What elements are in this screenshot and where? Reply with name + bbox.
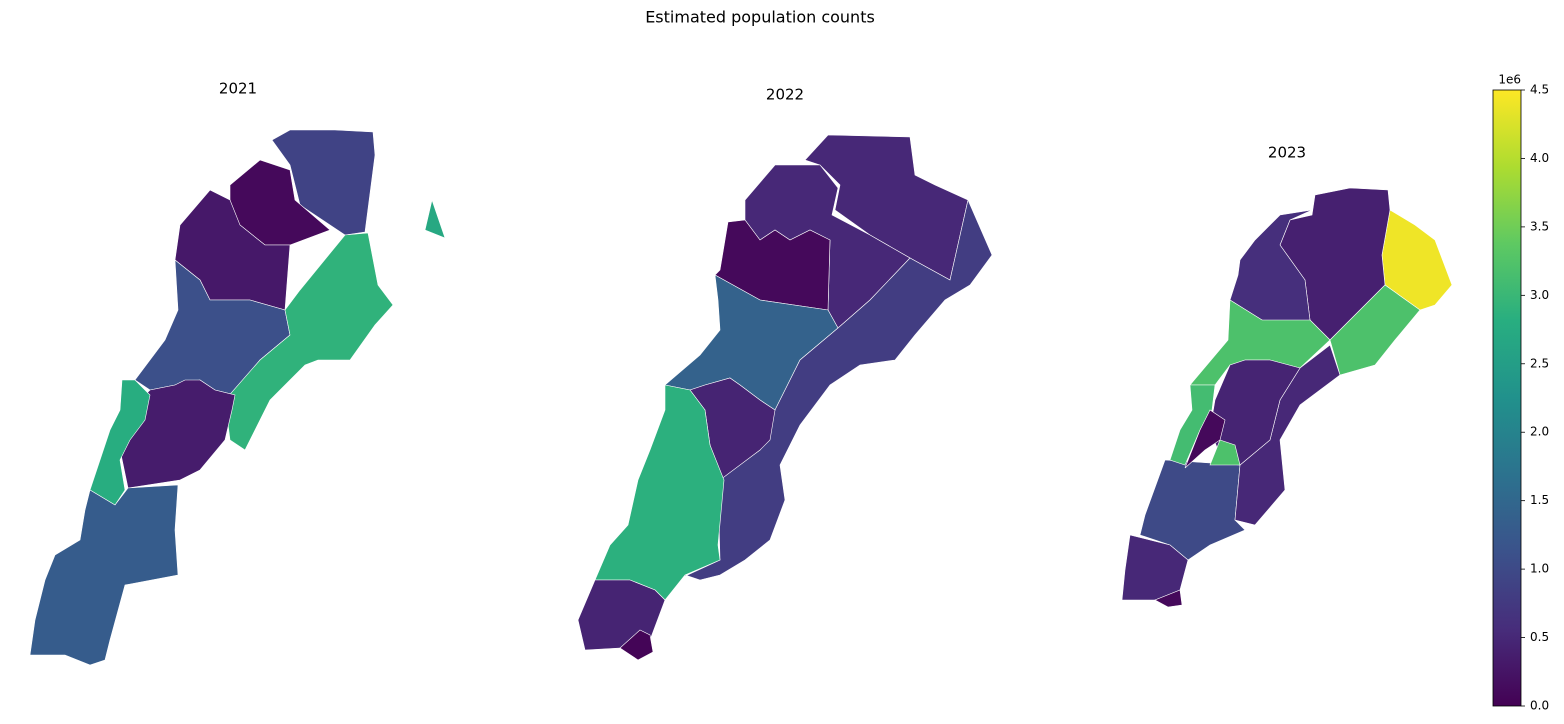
region xyxy=(29,484,179,666)
panel-title: 2021 xyxy=(219,80,257,98)
region xyxy=(224,232,394,451)
colorbar xyxy=(1492,89,1522,707)
panel-title: 2022 xyxy=(766,86,804,104)
region xyxy=(271,129,376,236)
colorbar-tick-label: 1.5 xyxy=(1530,493,1549,507)
colorbar-tick-label: 0.0 xyxy=(1530,699,1549,713)
region xyxy=(1169,384,1216,466)
colorbar-tick-label: 3.0 xyxy=(1530,288,1549,302)
colorbar-tick-label: 2.0 xyxy=(1530,425,1549,439)
panel-title: 2023 xyxy=(1268,144,1306,162)
colorbar-tick-label: 3.5 xyxy=(1530,219,1549,233)
region xyxy=(424,198,446,239)
region xyxy=(1154,589,1183,608)
region xyxy=(619,629,654,661)
colorbar-offset: 1e6 xyxy=(1498,73,1521,87)
region xyxy=(577,579,666,651)
colorbar-tick-label: 1.0 xyxy=(1530,562,1549,576)
region xyxy=(1209,439,1241,466)
figure-title: Estimated population counts xyxy=(645,8,875,27)
colorbar-tick-label: 0.5 xyxy=(1530,630,1549,644)
region xyxy=(654,199,993,601)
region xyxy=(89,379,151,506)
colorbar-tick-label: 2.5 xyxy=(1530,356,1549,370)
colorbar-tick-label: 4.0 xyxy=(1530,151,1549,165)
colorbar-tick-label: 4.5 xyxy=(1530,83,1549,97)
